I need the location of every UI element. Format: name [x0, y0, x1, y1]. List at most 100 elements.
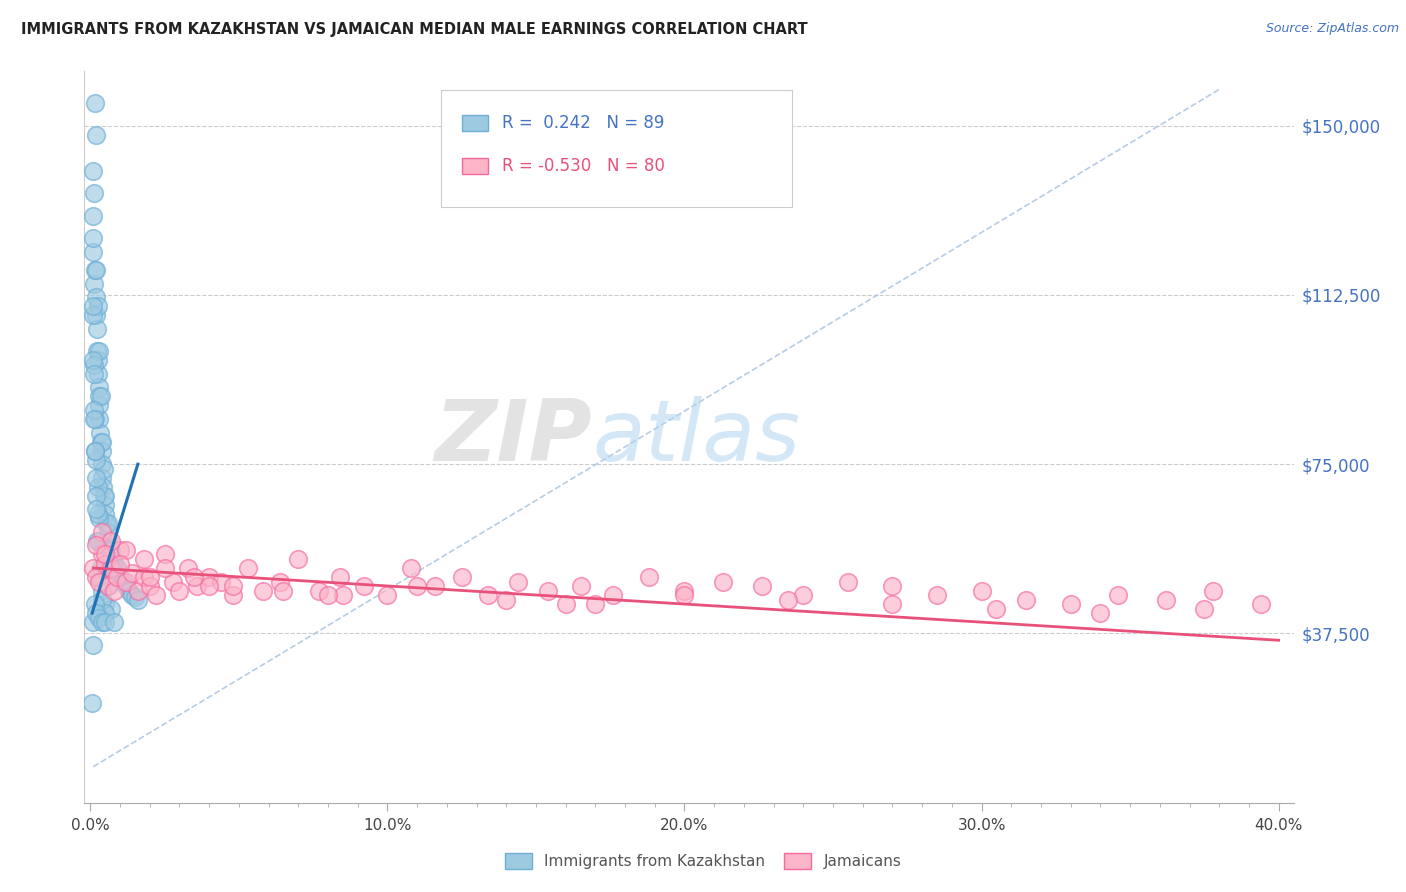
- Point: [316, 588, 339, 602]
- Point: [100, 548, 122, 562]
- FancyBboxPatch shape: [461, 159, 488, 175]
- Point: [90, 389, 112, 403]
- Point: [86, 533, 108, 548]
- Point: [84, 570, 107, 584]
- Point: [882, 597, 904, 611]
- Point: [986, 601, 1008, 615]
- Point: [124, 591, 146, 605]
- Point: [84, 128, 107, 142]
- Point: [162, 574, 184, 589]
- Point: [377, 588, 399, 602]
- Point: [90, 443, 112, 458]
- Point: [84, 489, 107, 503]
- Point: [970, 583, 993, 598]
- Point: [115, 543, 138, 558]
- Point: [153, 561, 176, 575]
- Point: [82, 299, 104, 313]
- Point: [97, 579, 120, 593]
- Point: [84, 290, 107, 304]
- Point: [94, 498, 117, 512]
- Point: [91, 480, 114, 494]
- Point: [82, 244, 104, 259]
- Point: [569, 579, 592, 593]
- Point: [97, 579, 120, 593]
- Point: [222, 588, 245, 602]
- Text: R =  0.242   N = 89: R = 0.242 N = 89: [502, 113, 664, 131]
- Point: [308, 583, 330, 598]
- Point: [91, 434, 114, 449]
- Point: [84, 471, 107, 485]
- Point: [1194, 601, 1216, 615]
- Point: [84, 443, 107, 458]
- Point: [94, 516, 117, 530]
- Point: [198, 570, 221, 584]
- Point: [1015, 592, 1038, 607]
- Point: [83, 403, 105, 417]
- Text: Source: ZipAtlas.com: Source: ZipAtlas.com: [1265, 22, 1399, 36]
- Point: [399, 561, 422, 575]
- Point: [252, 583, 274, 598]
- Point: [1090, 606, 1112, 620]
- Point: [100, 533, 122, 548]
- Point: [121, 588, 143, 602]
- Point: [329, 570, 352, 584]
- Point: [198, 579, 221, 593]
- Point: [87, 353, 110, 368]
- Point: [94, 561, 117, 575]
- Point: [86, 344, 108, 359]
- Point: [637, 570, 659, 584]
- Point: [353, 579, 375, 593]
- Point: [89, 511, 111, 525]
- Point: [91, 615, 114, 630]
- Point: [332, 588, 354, 602]
- Legend: Immigrants from Kazakhstan, Jamaicans: Immigrants from Kazakhstan, Jamaicans: [499, 847, 907, 875]
- Point: [84, 606, 107, 620]
- Point: [90, 561, 112, 575]
- Point: [882, 579, 904, 593]
- Point: [423, 579, 446, 593]
- Point: [94, 597, 117, 611]
- Point: [93, 489, 115, 503]
- Text: IMMIGRANTS FROM KAZAKHSTAN VS JAMAICAN MEDIAN MALE EARNINGS CORRELATION CHART: IMMIGRANTS FROM KAZAKHSTAN VS JAMAICAN M…: [21, 22, 807, 37]
- Point: [83, 412, 105, 426]
- Point: [273, 583, 295, 598]
- Point: [236, 561, 259, 575]
- Point: [87, 480, 110, 494]
- Point: [89, 425, 111, 440]
- Point: [84, 538, 107, 552]
- Point: [177, 561, 200, 575]
- Point: [115, 574, 138, 589]
- Point: [1154, 592, 1177, 607]
- Point: [108, 543, 131, 558]
- Point: [108, 570, 131, 584]
- Point: [111, 574, 134, 589]
- Point: [91, 471, 114, 485]
- Point: [82, 209, 104, 223]
- Point: [82, 163, 104, 178]
- Point: [91, 592, 114, 607]
- Point: [153, 548, 176, 562]
- Point: [86, 322, 108, 336]
- Point: [103, 615, 125, 630]
- Point: [132, 570, 155, 584]
- Point: [83, 277, 105, 291]
- Point: [87, 367, 110, 381]
- Point: [83, 95, 105, 110]
- Point: [269, 574, 291, 589]
- Point: [115, 579, 138, 593]
- Point: [94, 557, 117, 571]
- Point: [778, 592, 800, 607]
- Point: [89, 412, 111, 426]
- Point: [925, 588, 948, 602]
- Point: [82, 561, 104, 575]
- Point: [1060, 597, 1083, 611]
- Point: [138, 570, 160, 584]
- Point: [287, 552, 309, 566]
- Point: [100, 561, 122, 575]
- Point: [508, 574, 530, 589]
- Point: [127, 583, 149, 598]
- Point: [87, 380, 110, 394]
- Point: [132, 552, 155, 566]
- Text: R = -0.530   N = 80: R = -0.530 N = 80: [502, 158, 665, 176]
- Point: [82, 231, 104, 245]
